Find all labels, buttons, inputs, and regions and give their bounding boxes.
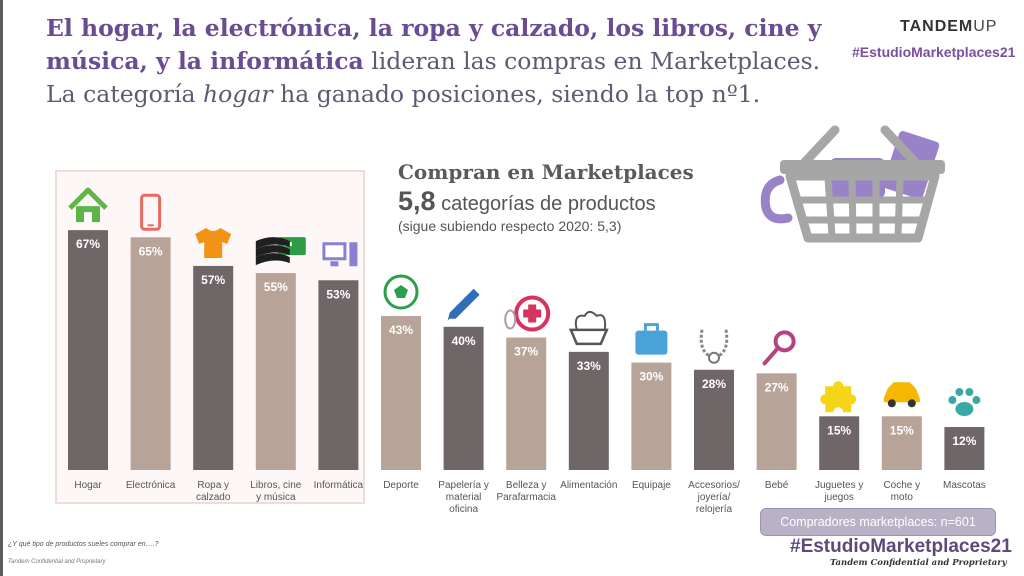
- logo-text: TANDEM: [900, 18, 974, 35]
- headline-text-1: lideran las compras en Marketplaces. La …: [46, 47, 821, 108]
- category-label-0: Hogar: [74, 480, 102, 491]
- category-label-4: Informática: [314, 480, 364, 491]
- data-label-1: 65%: [139, 244, 163, 258]
- data-label-7: 37%: [514, 345, 538, 359]
- summary-title: Compran en Marketplaces: [398, 160, 694, 184]
- hashtag-bottom: #EstudioMarketplaces21: [790, 536, 1012, 557]
- data-label-0: 67%: [76, 237, 100, 251]
- logo-suffix: UP: [973, 18, 998, 35]
- category-label-1: Electrónica: [126, 480, 176, 491]
- bar-11: [756, 373, 797, 470]
- data-label-6: 40%: [452, 334, 476, 348]
- category-label-9: Equipaje: [632, 480, 671, 491]
- pharmacy-cross-icon: [504, 295, 551, 332]
- summary-block: Compran en Marketplaces 5,8 categorías d…: [398, 160, 694, 234]
- headline-text-2: ha ganado posiciones, siendo la top nº1.: [272, 80, 761, 108]
- confidential-footer-left: Tandem Confidential and Proprietary: [8, 559, 106, 565]
- bar-10: [694, 369, 734, 470]
- summary-value: 5,8: [398, 186, 436, 216]
- books-film-icon: [255, 237, 306, 266]
- computer-icon: [322, 242, 358, 267]
- suitcase-icon: [635, 323, 668, 355]
- data-label-10: 28%: [702, 377, 726, 391]
- bar-4: [318, 280, 359, 470]
- category-label-11: Bebé: [765, 480, 789, 491]
- bar-12: [819, 416, 860, 470]
- bar-7: [506, 337, 547, 470]
- data-label-4: 53%: [326, 287, 350, 301]
- bar-6: [443, 326, 484, 470]
- data-label-9: 30%: [639, 370, 663, 384]
- category-label-3: Libros, cine y música: [250, 480, 302, 503]
- puzzle-icon: [820, 381, 857, 413]
- house-icon: [68, 187, 108, 223]
- paw-icon: [948, 388, 981, 417]
- shopping-basket-icon: [760, 125, 945, 243]
- bar-14: [944, 427, 985, 470]
- category-label-5: Deporte: [383, 480, 419, 491]
- food-basket-icon: [568, 310, 609, 346]
- data-label-11: 27%: [765, 380, 789, 394]
- data-label-13: 15%: [890, 423, 914, 437]
- category-label-13: Coche y moto: [883, 480, 920, 503]
- smartphone-icon: [140, 193, 162, 231]
- bar-1: [130, 237, 171, 470]
- data-label-3: 55%: [264, 280, 288, 294]
- data-label-2: 57%: [201, 273, 225, 287]
- tandem-logo: TANDEMUP: [900, 18, 997, 36]
- data-label-14: 12%: [952, 434, 976, 448]
- category-label-6: Papelería y material oficina: [438, 480, 489, 515]
- data-label-5: 43%: [389, 323, 413, 337]
- category-label-2: Ropa y calzado: [196, 480, 231, 503]
- car-icon: [883, 382, 920, 408]
- tshirt-icon: [195, 227, 232, 258]
- pencil-icon: [447, 288, 480, 321]
- bar-5: [381, 316, 421, 470]
- confidential-footer-right: Tandem Confidential and Proprietary: [830, 558, 1007, 568]
- headline-bold: El hogar, la electrónica, la ropa y calz…: [46, 14, 822, 75]
- summary-unit: categorías de productos: [435, 193, 656, 215]
- data-label-8: 33%: [577, 359, 601, 373]
- frame-left-edge: [0, 0, 3, 576]
- soccer-ball-icon: [383, 274, 419, 310]
- necklace-icon: [699, 329, 729, 364]
- bar-8: [568, 351, 609, 470]
- bar-9: [631, 362, 672, 470]
- summary-value-line: 5,8 categorías de productos: [398, 186, 694, 217]
- bar-13: [881, 416, 922, 470]
- sample-size-badge: Compradores marketplaces: n=601: [760, 508, 996, 536]
- survey-question: ¿Y qué tipo de productos sueles comprar …: [8, 541, 159, 548]
- hashtag-top: #EstudioMarketplaces21: [852, 44, 1016, 60]
- bar-0: [68, 230, 108, 470]
- category-label-10: Accesorios/joyería/relojería: [688, 480, 740, 515]
- headline-italic: hogar: [203, 80, 273, 108]
- data-label-12: 15%: [827, 423, 851, 437]
- category-label-7: Belleza y Parafarmacia: [496, 480, 556, 503]
- summary-note: (sigue subiendo respecto 2020: 5,3): [398, 218, 622, 234]
- category-label-12: Juguetes y juegos: [815, 480, 863, 503]
- category-label-8: Alimentación: [560, 480, 617, 491]
- category-label-14: Mascotas: [943, 480, 986, 491]
- bar-3: [255, 273, 296, 470]
- bar-2: [193, 265, 234, 470]
- headline: El hogar, la electrónica, la ropa y calz…: [46, 12, 836, 111]
- rattle-icon: [762, 330, 796, 366]
